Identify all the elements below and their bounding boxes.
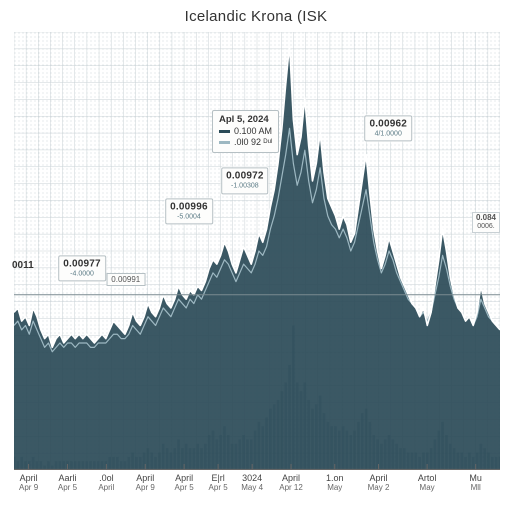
currency-chart: Icelandic Krona (ISK Apl 5, 2024 [0, 0, 512, 512]
x-tick-label: AprilApr 9 [136, 474, 155, 493]
x-tick-label: AprilApr 5 [175, 474, 194, 493]
chart-svg [14, 32, 500, 470]
x-tick-label: AprilMay 2 [368, 474, 390, 493]
value-callout: 0.00977-4.0000 [58, 255, 106, 282]
y-axis-label: 0011 [12, 260, 34, 271]
chart-title: Icelandic Krona (ISK [0, 8, 512, 25]
x-tick-label: .0olApril [98, 474, 114, 493]
right-value-label: 0.0840006. [472, 212, 500, 234]
value-callout: 0.00996-5.0004 [165, 198, 213, 225]
x-tick-label: AprilApr 9 [19, 474, 38, 493]
x-tick-label: AprilApr 12 [279, 474, 303, 493]
x-tick-label: 3024May 4 [241, 474, 263, 493]
x-tick-label: MuMll [469, 474, 482, 493]
plot-area: Apl 5, 2024 0.100 AM .0l0 92 ᴰᵘˡ 0011 0.… [14, 32, 500, 470]
x-tick-label: 1.onMay [326, 474, 344, 493]
x-axis-labels: AprilApr 9 AarliApr 5 .0olApril AprilApr 9 A… [14, 472, 500, 512]
legend-label: 0.100 AM [234, 126, 272, 137]
legend-swatch [219, 130, 230, 133]
legend-row: 0.100 AM [219, 126, 272, 137]
x-tick-label: E|rlApr 5 [209, 474, 228, 493]
x-tick-label: AarliApr 5 [58, 474, 77, 493]
legend-swatch [219, 141, 230, 144]
legend-title: Apl 5, 2024 [219, 114, 269, 125]
value-callout: 0.009624/1.0000 [364, 115, 412, 142]
chart-legend: Apl 5, 2024 0.100 AM .0l0 92 ᴰᵘˡ [212, 110, 279, 153]
minor-label: 0.00991 [106, 273, 145, 286]
legend-label: .0l0 92 ᴰᵘˡ [234, 137, 272, 148]
value-callout: 0.00972-1.00308 [221, 167, 269, 194]
legend-row: .0l0 92 ᴰᵘˡ [219, 137, 272, 148]
x-tick-label: ArtolMay [418, 474, 437, 493]
